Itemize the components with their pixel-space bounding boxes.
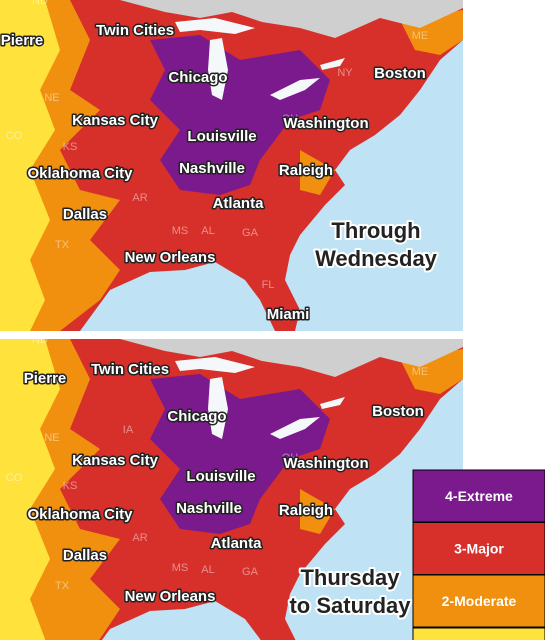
state-abbr: AL	[201, 564, 214, 576]
state-abbr: FL	[262, 279, 275, 291]
state-abbr: CO	[6, 472, 23, 484]
state-abbr: GA	[242, 227, 259, 239]
city-label: Kansas City	[72, 452, 159, 469]
state-abbr: ND	[32, 334, 48, 346]
city-label: Oklahoma City	[27, 165, 133, 182]
state-abbr: ME	[412, 30, 429, 42]
legend-swatch	[412, 627, 545, 640]
state-abbr: NE	[44, 432, 59, 444]
state-abbr: CO	[6, 130, 23, 142]
city-label: Raleigh	[279, 162, 333, 179]
state-abbr: OH	[282, 452, 299, 464]
legend-swatch	[412, 574, 545, 628]
state-abbr: KS	[63, 480, 78, 492]
state-abbr: OH	[282, 113, 299, 125]
city-label: Chicago	[168, 69, 227, 86]
city-label: Miami	[267, 306, 310, 323]
legend-swatch	[412, 522, 545, 575]
state-abbr: ME	[412, 366, 429, 378]
period-label: to Saturday	[289, 593, 411, 618]
city-label: Nashville	[179, 160, 245, 177]
city-label: New Orleans	[125, 588, 216, 605]
period-label: Thursday	[300, 565, 400, 590]
city-label: Twin Cities	[91, 361, 169, 378]
state-abbr: MS	[172, 225, 189, 237]
city-label: Dallas	[63, 547, 107, 564]
city-label: New Orleans	[125, 249, 216, 266]
panel-labels: ND NE CO KS TX IA AR MS AL GA OH ME Twin Cities Pierr…	[6, 334, 429, 620]
legend: 4-Extreme 3-Major 2-Moderate	[412, 469, 545, 640]
period-label: Through	[331, 218, 420, 243]
city-label: Boston	[372, 403, 424, 420]
state-abbr: AR	[132, 192, 147, 204]
city-label: Pierre	[24, 370, 67, 387]
city-label: Chicago	[167, 408, 226, 425]
legend-swatch	[412, 469, 545, 523]
state-abbr: GA	[242, 566, 259, 578]
legend-label: 3-Major	[454, 541, 504, 557]
city-label: Atlanta	[211, 535, 262, 552]
state-abbr: IA	[123, 424, 134, 436]
state-abbr: NY	[337, 67, 353, 79]
legend-label: 2-Moderate	[442, 593, 517, 609]
city-label: Louisville	[187, 128, 256, 145]
panel-labels: ND NE CO KS TX AR MS AL GA FL OH NY ME Twin Cities Pie…	[0, 0, 440, 325]
state-abbr: TX	[55, 580, 70, 592]
city-label: Twin Cities	[96, 22, 174, 39]
city-label: Washington	[283, 115, 368, 132]
state-abbr: AR	[132, 532, 147, 544]
city-label: Oklahoma City	[27, 506, 133, 523]
state-abbr: KS	[63, 141, 78, 153]
city-label: Raleigh	[279, 502, 333, 519]
city-label: Atlanta	[213, 195, 264, 212]
city-label: Boston	[374, 65, 426, 82]
state-abbr: ND	[32, 0, 48, 7]
state-abbr: TX	[55, 239, 70, 251]
period-label: Wednesday	[315, 246, 438, 271]
city-label: Dallas	[63, 206, 107, 223]
legend-label: 4-Extreme	[445, 488, 513, 504]
state-abbr: NE	[44, 92, 59, 104]
city-label: Washington	[283, 455, 368, 472]
city-label: Kansas City	[72, 112, 159, 129]
city-label: Louisville	[186, 468, 255, 485]
city-label: Pierre	[1, 32, 44, 49]
state-abbr: MS	[172, 562, 189, 574]
state-abbr: AL	[201, 225, 214, 237]
city-label: Nashville	[176, 500, 242, 517]
